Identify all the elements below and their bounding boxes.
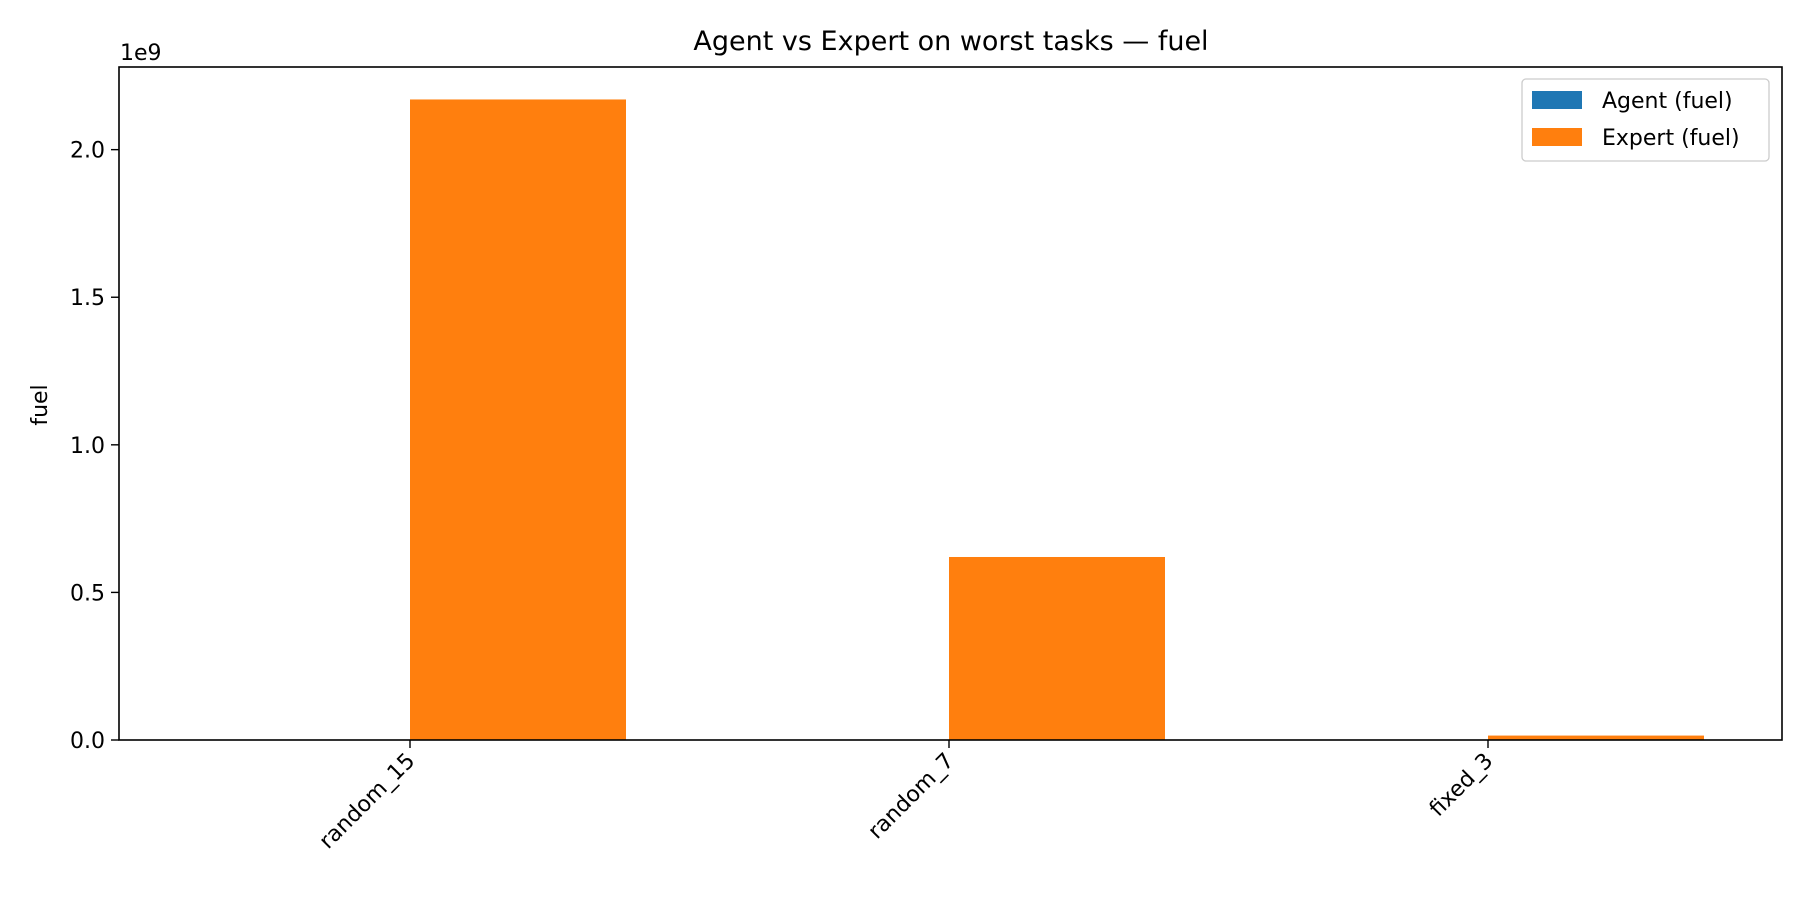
y-axis-offset-label: 1e9 xyxy=(120,41,162,66)
y-tick-label: 0.5 xyxy=(70,581,105,606)
x-tick-label: random_7 xyxy=(864,749,960,845)
y-tick-label: 1.0 xyxy=(70,434,105,459)
y-tick-label: 2.0 xyxy=(70,139,105,164)
y-tick-label: 1.5 xyxy=(70,286,105,311)
bar-expert-random_15 xyxy=(410,99,626,740)
bar-expert-fixed_3 xyxy=(1488,735,1704,740)
ticks-layer: random_15 random_7 fixed_3 0.0 0.5 1.0 1.5 2.0 xyxy=(70,139,1498,855)
x-tick-label: random_15 xyxy=(315,749,421,855)
legend: Agent (fuel) Expert (fuel) xyxy=(1521,78,1770,162)
legend-label-expert: Expert (fuel) xyxy=(1602,126,1740,151)
legend-label-agent: Agent (fuel) xyxy=(1602,89,1733,114)
x-tick-label: fixed_3 xyxy=(1425,749,1498,822)
bars-layer xyxy=(410,99,1704,740)
legend-swatch-expert xyxy=(1532,128,1582,146)
plot-frame xyxy=(118,66,1783,741)
y-axis-label: fuel xyxy=(28,384,53,425)
legend-box xyxy=(1521,78,1770,162)
y-tick-label: 0.0 xyxy=(70,729,105,754)
bar-expert-random_7 xyxy=(949,556,1165,740)
legend-swatch-agent xyxy=(1532,91,1582,109)
chart-title: Agent vs Expert on worst tasks — fuel xyxy=(693,26,1208,57)
